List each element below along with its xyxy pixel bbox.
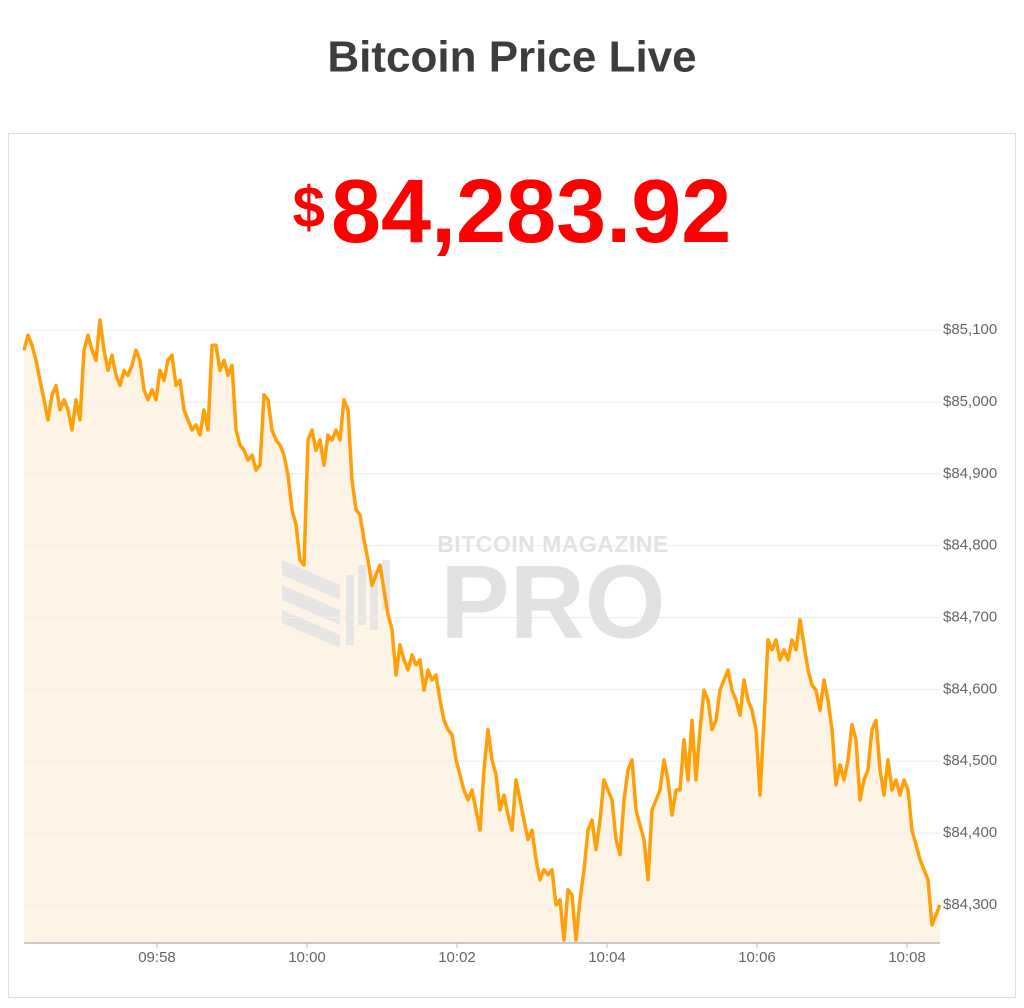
y-tick-label: $84,800 [943,537,997,554]
chart-title: Bitcoin Price Live [327,33,696,82]
y-tick-label: $85,000 [943,393,997,410]
x-tick-label: 10:08 [888,949,926,966]
y-tick-label: $85,100 [943,321,997,338]
y-tick-label: $84,900 [943,465,997,482]
watermark: BITCOIN MAGAZINE [437,531,669,557]
y-tick-label: $84,400 [943,824,997,841]
price: $84,283.92 [293,162,732,262]
area-fill [24,320,940,943]
x-tick-label: 10:02 [438,949,476,966]
y-tick-label: $84,500 [943,752,997,769]
y-tick-label: $84,300 [943,896,997,913]
y-tick-label: $84,700 [943,608,997,625]
x-tick-label: 10:00 [288,949,326,966]
x-tick-label: 10:04 [588,949,626,966]
price-line [22,318,942,942]
watermark-logo [282,560,390,648]
watermark: PRO [440,544,665,660]
x-tick-label: 10:06 [738,949,776,966]
x-tick-label: 09:58 [138,949,176,966]
y-tick-label: $84,600 [943,680,997,697]
